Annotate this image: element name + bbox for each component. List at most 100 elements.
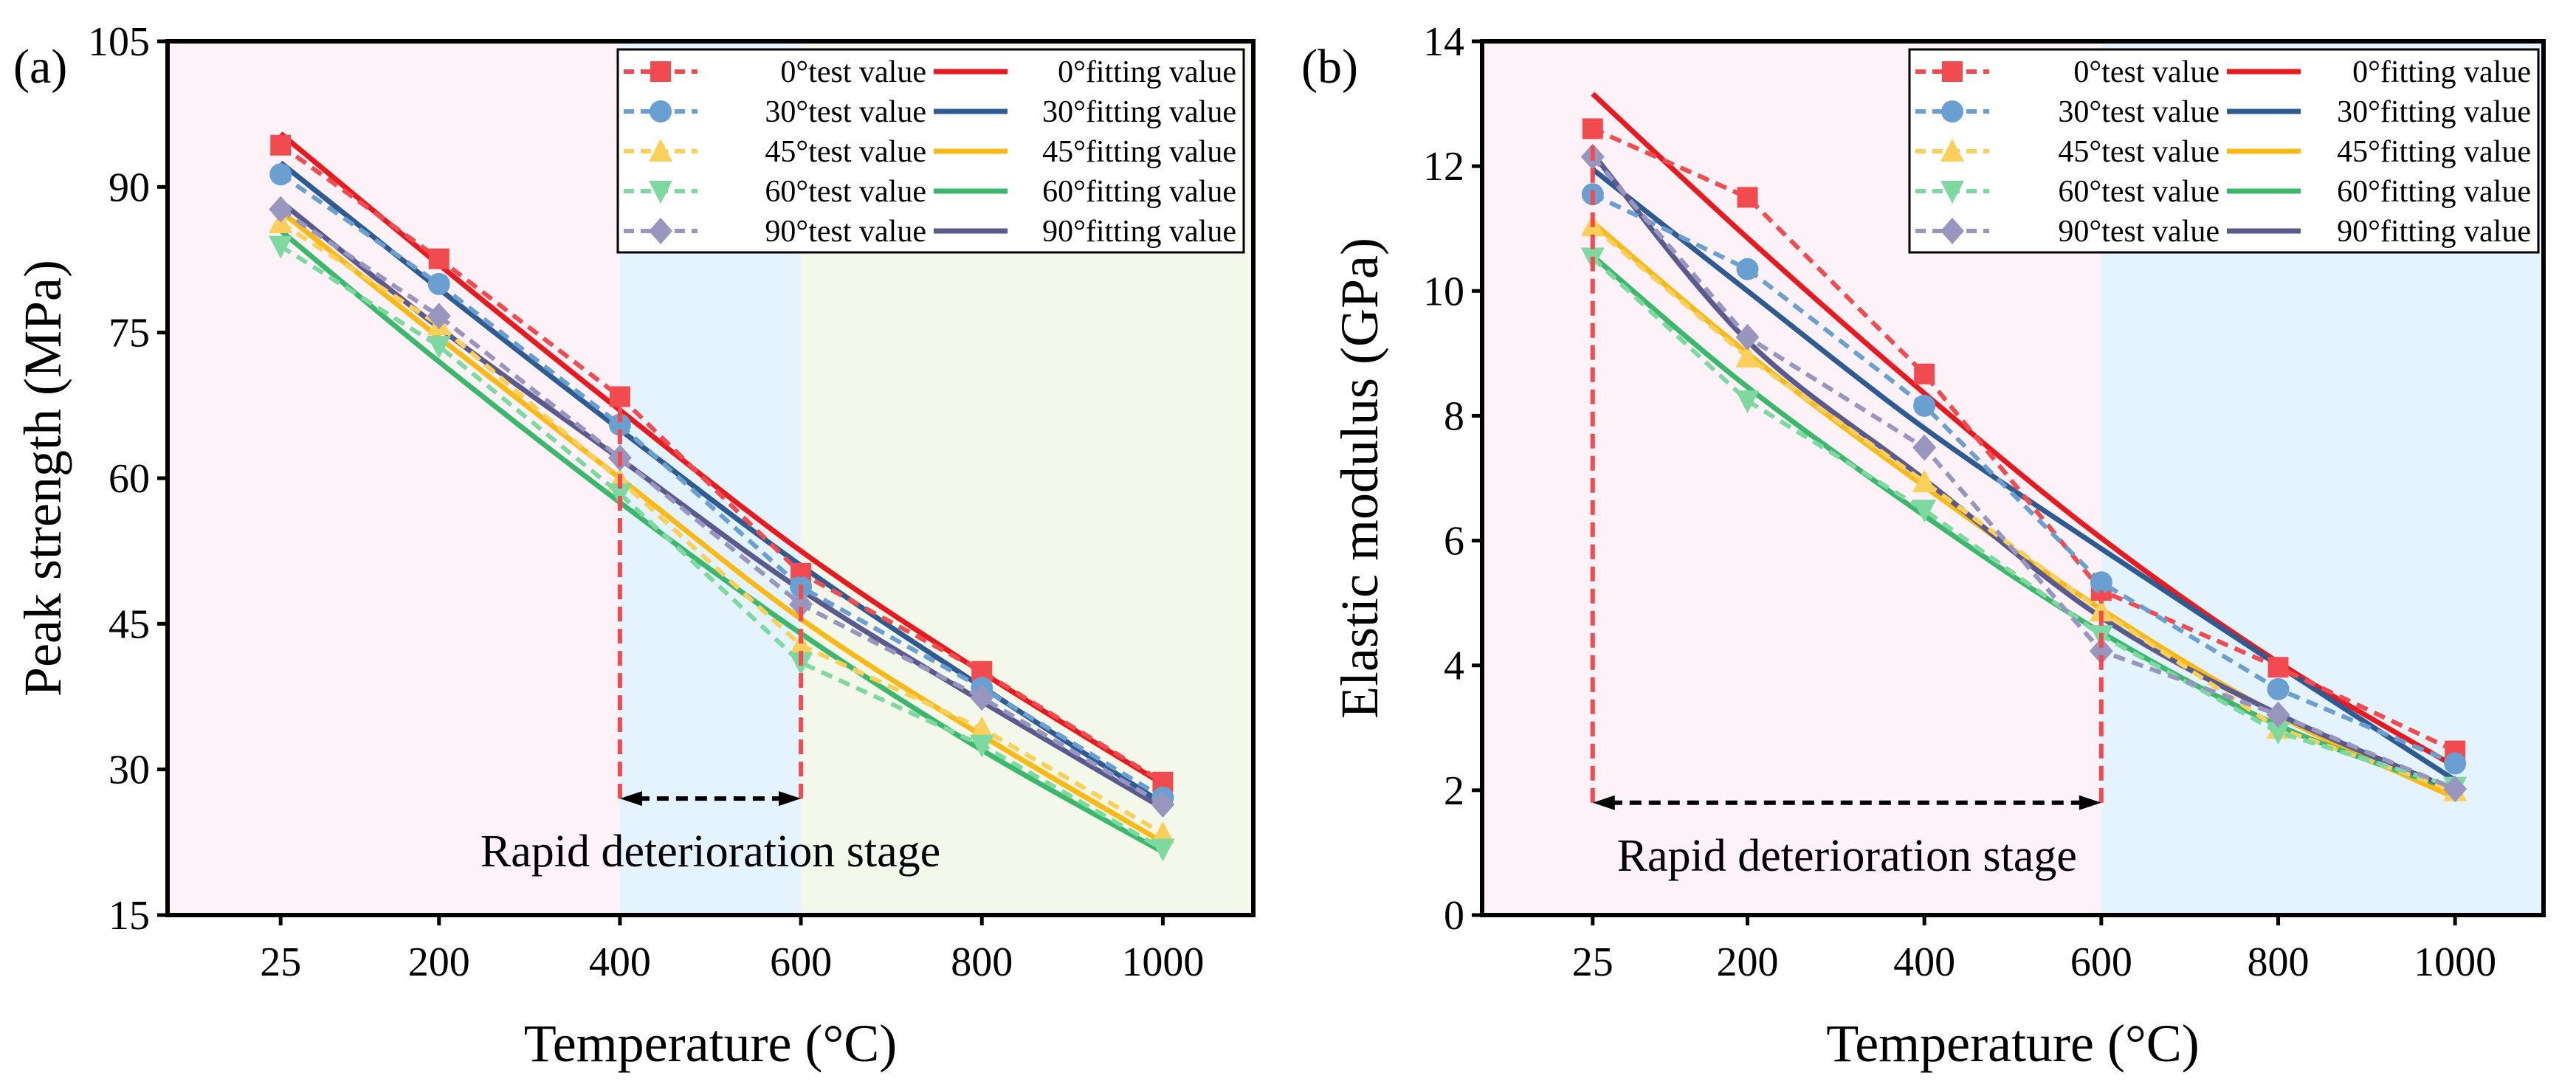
- x-tick-label: 25: [1572, 939, 1614, 985]
- data-point: [1912, 500, 1937, 523]
- legend-label: 0°fitting value: [1058, 55, 1236, 89]
- data-point: [2267, 657, 2289, 678]
- y-tick-label: 45: [109, 601, 150, 647]
- legend-item: 60°test value: [1915, 175, 2219, 209]
- data-point: [427, 336, 451, 359]
- data-point: [1735, 323, 1760, 351]
- legend-marker: [650, 100, 672, 122]
- x-axis-title: Temperature (°C): [1826, 1014, 2200, 1073]
- y-tick-label: 105: [88, 19, 150, 65]
- legend-label: 45°test value: [765, 135, 926, 169]
- x-tick-label: 25: [260, 939, 301, 985]
- legend-item: 90°test value: [1915, 215, 2219, 249]
- fit-line-3: [1591, 167, 2457, 783]
- legend-label: 45°fitting value: [1042, 135, 1236, 169]
- y-tick-label: 10: [1423, 269, 1464, 314]
- data-point: [970, 716, 994, 739]
- legend-item: 90°test value: [624, 215, 926, 249]
- arrow-head-right: [779, 791, 802, 807]
- data-point: [1735, 390, 1760, 414]
- data-point: [607, 483, 632, 507]
- y-tick-label: 60: [109, 456, 150, 502]
- test-line-2: [1591, 192, 2456, 766]
- legend-label: 0°fitting value: [2352, 55, 2531, 89]
- legend-item: 60°fitting value: [2227, 175, 2531, 209]
- legend-label: 0°test value: [780, 55, 926, 89]
- legend-item: 45°fitting value: [934, 135, 1236, 169]
- data-point: [970, 734, 994, 758]
- legend-label: 30°fitting value: [2337, 95, 2531, 129]
- y-tick-label: 12: [1423, 144, 1464, 190]
- data-point: [2089, 638, 2113, 665]
- legend-item: 45°test value: [1915, 135, 2219, 169]
- legend-box: [616, 48, 1245, 254]
- legend-marker: [650, 61, 671, 82]
- x-tick-label: 200: [1717, 939, 1779, 985]
- legend-label: 0°test value: [2073, 55, 2219, 89]
- shaded-region: [168, 41, 620, 915]
- y-tick-label: 75: [109, 311, 150, 356]
- x-tick-label: 1000: [2414, 939, 2496, 985]
- legend-marker: [649, 218, 672, 244]
- data-point: [789, 632, 813, 656]
- data-point: [2444, 752, 2467, 775]
- test-line-6: [279, 244, 1164, 852]
- y-tick-label: 15: [109, 893, 150, 939]
- fit-line-9: [279, 199, 1165, 811]
- data-point: [970, 684, 994, 711]
- data-point: [1912, 434, 1937, 461]
- legend-label: 90°fitting value: [2337, 215, 2531, 249]
- legend-label: 60°test value: [2058, 175, 2219, 209]
- arrow-head-left: [619, 791, 642, 807]
- legend: 0°test value 0°fitting value 30°test value…: [1908, 48, 2540, 254]
- legend-item: 30°fitting value: [934, 95, 1236, 129]
- y-tick-label: 2: [1444, 768, 1464, 814]
- annotation-label: Rapid deterioration stage: [481, 827, 940, 877]
- legend-label: 45°fitting value: [2337, 135, 2531, 169]
- legend-item: 0°test value: [624, 55, 926, 89]
- x-tick-label: 400: [589, 939, 651, 985]
- chart-peak-strength: Rapid deterioration stage 25 200 400 600 800 1…: [13, 19, 1256, 1073]
- y-tick-label: 90: [109, 165, 150, 210]
- data-point: [2090, 571, 2112, 594]
- y-tick-label: 4: [1444, 643, 1464, 689]
- chart-elastic-modulus: Rapid deterioration stage 25 200 400 600 800 1…: [1301, 19, 2546, 1073]
- legend-marker: [1941, 100, 1963, 122]
- legend-item: 90°fitting value: [2227, 215, 2531, 249]
- data-point: [1912, 469, 1937, 493]
- data-point: [2089, 598, 2113, 622]
- test-line-8: [1591, 155, 2456, 791]
- legend-marker: [1940, 181, 1964, 204]
- data-point: [1736, 258, 1759, 280]
- legend-label: 60°fitting value: [1042, 175, 1236, 209]
- legend-item: 45°test value: [624, 135, 926, 169]
- legend-label: 45°test value: [2058, 135, 2219, 169]
- legend-label: 90°fitting value: [1042, 215, 1236, 249]
- data-point: [1151, 821, 1175, 844]
- y-tick-label: 0: [1444, 893, 1464, 939]
- data-point: [1151, 838, 1175, 862]
- y-tick-label: 8: [1444, 393, 1464, 439]
- y-axis-title: Peak strength (MPa): [13, 260, 72, 697]
- legend-item: 30°test value: [624, 95, 926, 129]
- legend-label: 60°test value: [765, 175, 926, 209]
- data-point: [427, 272, 450, 295]
- data-point: [2267, 677, 2290, 700]
- data-point: [1151, 791, 1175, 818]
- panel-label: (b): [1301, 40, 1358, 94]
- x-axis-title: Temperature (°C): [524, 1014, 898, 1073]
- x-tick-label: 400: [1893, 939, 1955, 985]
- test-line-4: [279, 221, 1164, 836]
- x-tick-label: 200: [408, 939, 470, 985]
- legend-item: 60°test value: [624, 175, 926, 209]
- data-point: [1735, 344, 1760, 367]
- y-tick-label: 6: [1444, 519, 1464, 565]
- data-point: [428, 248, 450, 269]
- legend-marker: [1942, 61, 1963, 82]
- data-point: [2266, 722, 2290, 745]
- x-tick-label: 600: [2070, 939, 2132, 985]
- legend-item: 0°test value: [1915, 55, 2219, 89]
- data-point: [1914, 363, 1935, 384]
- legend-box: [1908, 48, 2540, 254]
